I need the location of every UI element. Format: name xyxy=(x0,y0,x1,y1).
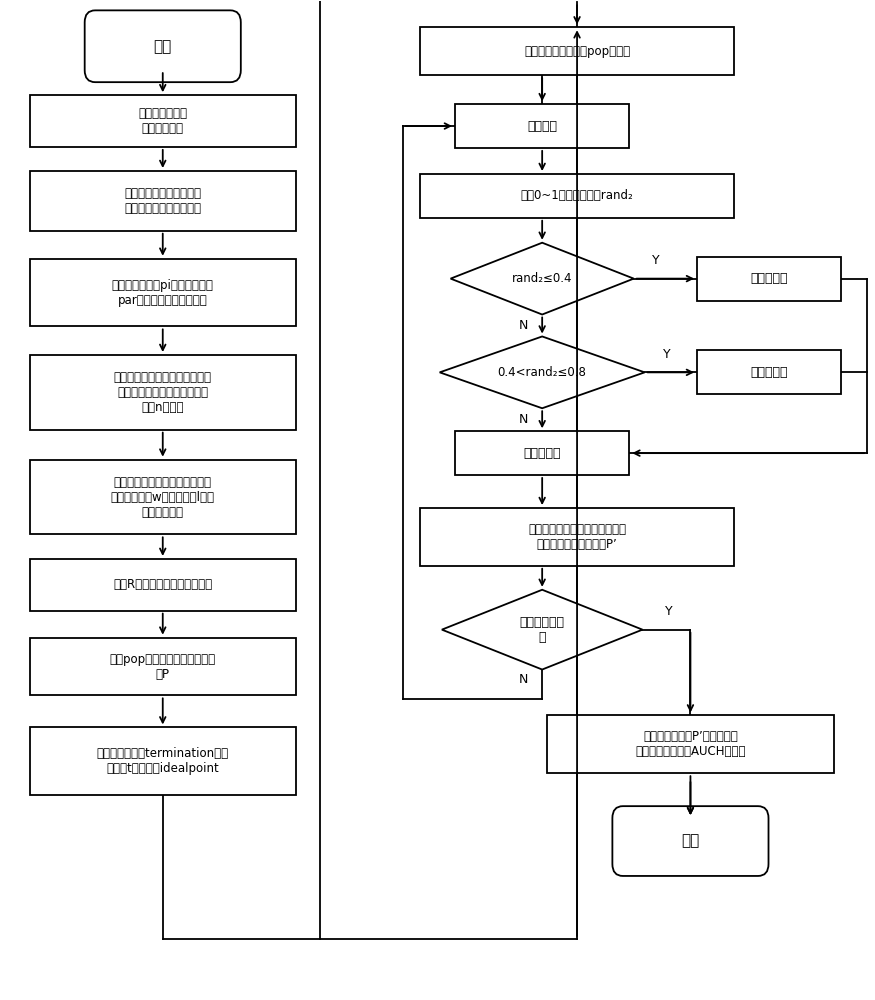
Polygon shape xyxy=(439,336,645,408)
Text: 生成的进化种群P’对测试数据
集进行测试，得到AUCH并输出: 生成的进化种群P’对测试数据 集进行测试，得到AUCH并输出 xyxy=(635,730,746,758)
Text: N: N xyxy=(518,413,528,426)
Bar xyxy=(30,171,296,231)
Bar xyxy=(420,27,734,75)
Bar xyxy=(30,638,296,695)
Bar xyxy=(455,431,629,475)
Text: 采用分解机制划分出pop个方向: 采用分解机制划分出pop个方向 xyxy=(524,45,630,58)
Text: 0.4<rand₂≤0.8: 0.4<rand₂≤0.8 xyxy=(498,366,586,379)
Polygon shape xyxy=(451,243,634,315)
Text: 生成pop条染色体，得到原始种
群P: 生成pop条染色体，得到原始种 群P xyxy=(109,653,216,681)
Text: Y: Y xyxy=(665,605,673,618)
Bar xyxy=(697,350,841,394)
Text: 产生0~1之间的随机数rand₂: 产生0~1之间的随机数rand₂ xyxy=(521,189,634,202)
Text: 输入训练数据集
和测试数据集: 输入训练数据集 和测试数据集 xyxy=(138,107,187,135)
Text: Y: Y xyxy=(652,254,660,267)
Bar xyxy=(547,715,835,773)
Bar xyxy=(420,174,734,218)
Text: 采用具有加权因子的权重公式，
确定规则权重w、所属类别l，得
到完整的规则: 采用具有加权因子的权重公式， 确定规则权重w、所属类别l，得 到完整的规则 xyxy=(111,476,214,519)
Text: Y: Y xyxy=(662,348,670,361)
Text: 第二种变异: 第二种变异 xyxy=(750,366,788,379)
Polygon shape xyxy=(442,590,642,670)
Bar xyxy=(30,259,296,326)
Bar xyxy=(30,95,296,147)
Bar xyxy=(697,257,841,301)
Bar xyxy=(30,727,296,795)
Text: 从训练数据中随机选一条数据，
依据此数据生成一条模糊规则
的前n个属性: 从训练数据中随机选一条数据， 依据此数据生成一条模糊规则 的前n个属性 xyxy=(114,371,212,414)
Bar xyxy=(30,460,296,534)
Bar xyxy=(30,559,296,611)
Bar xyxy=(30,355,296,430)
FancyBboxPatch shape xyxy=(612,806,768,876)
Text: rand₂≤0.4: rand₂≤0.4 xyxy=(512,272,572,285)
Text: 初始化终止条件termination，迭
代次数t，理想点idealpoint: 初始化终止条件termination，迭 代次数t，理想点idealpoint xyxy=(96,747,229,775)
Bar xyxy=(455,104,629,148)
Text: N: N xyxy=(518,673,528,686)
FancyBboxPatch shape xyxy=(85,10,241,82)
Text: 结束: 结束 xyxy=(682,834,700,849)
Text: 第三种变异: 第三种变异 xyxy=(523,447,561,460)
Bar xyxy=(420,508,734,566)
Text: 开始: 开始 xyxy=(154,39,172,54)
Text: 单点交叉: 单点交叉 xyxy=(527,120,557,133)
Text: 归一化数据集并将训练数
据集分成多数类与少数类: 归一化数据集并将训练数 据集分成多数类与少数类 xyxy=(124,187,201,215)
Text: 采用切比雪夫更新方法对个体进
行更新，得到进化种群P’: 采用切比雪夫更新方法对个体进 行更新，得到进化种群P’ xyxy=(528,523,626,551)
Text: N: N xyxy=(518,319,528,332)
Text: 第一种变异: 第一种变异 xyxy=(750,272,788,285)
Text: 生成R条规则，得到一条染色体: 生成R条规则，得到一条染色体 xyxy=(113,578,213,591)
Text: 初始化忽略概率pi，模糊分区数
par，确定三角隶属度函数: 初始化忽略概率pi，模糊分区数 par，确定三角隶属度函数 xyxy=(112,279,214,307)
Text: 达到终止条件
否: 达到终止条件 否 xyxy=(520,616,564,644)
